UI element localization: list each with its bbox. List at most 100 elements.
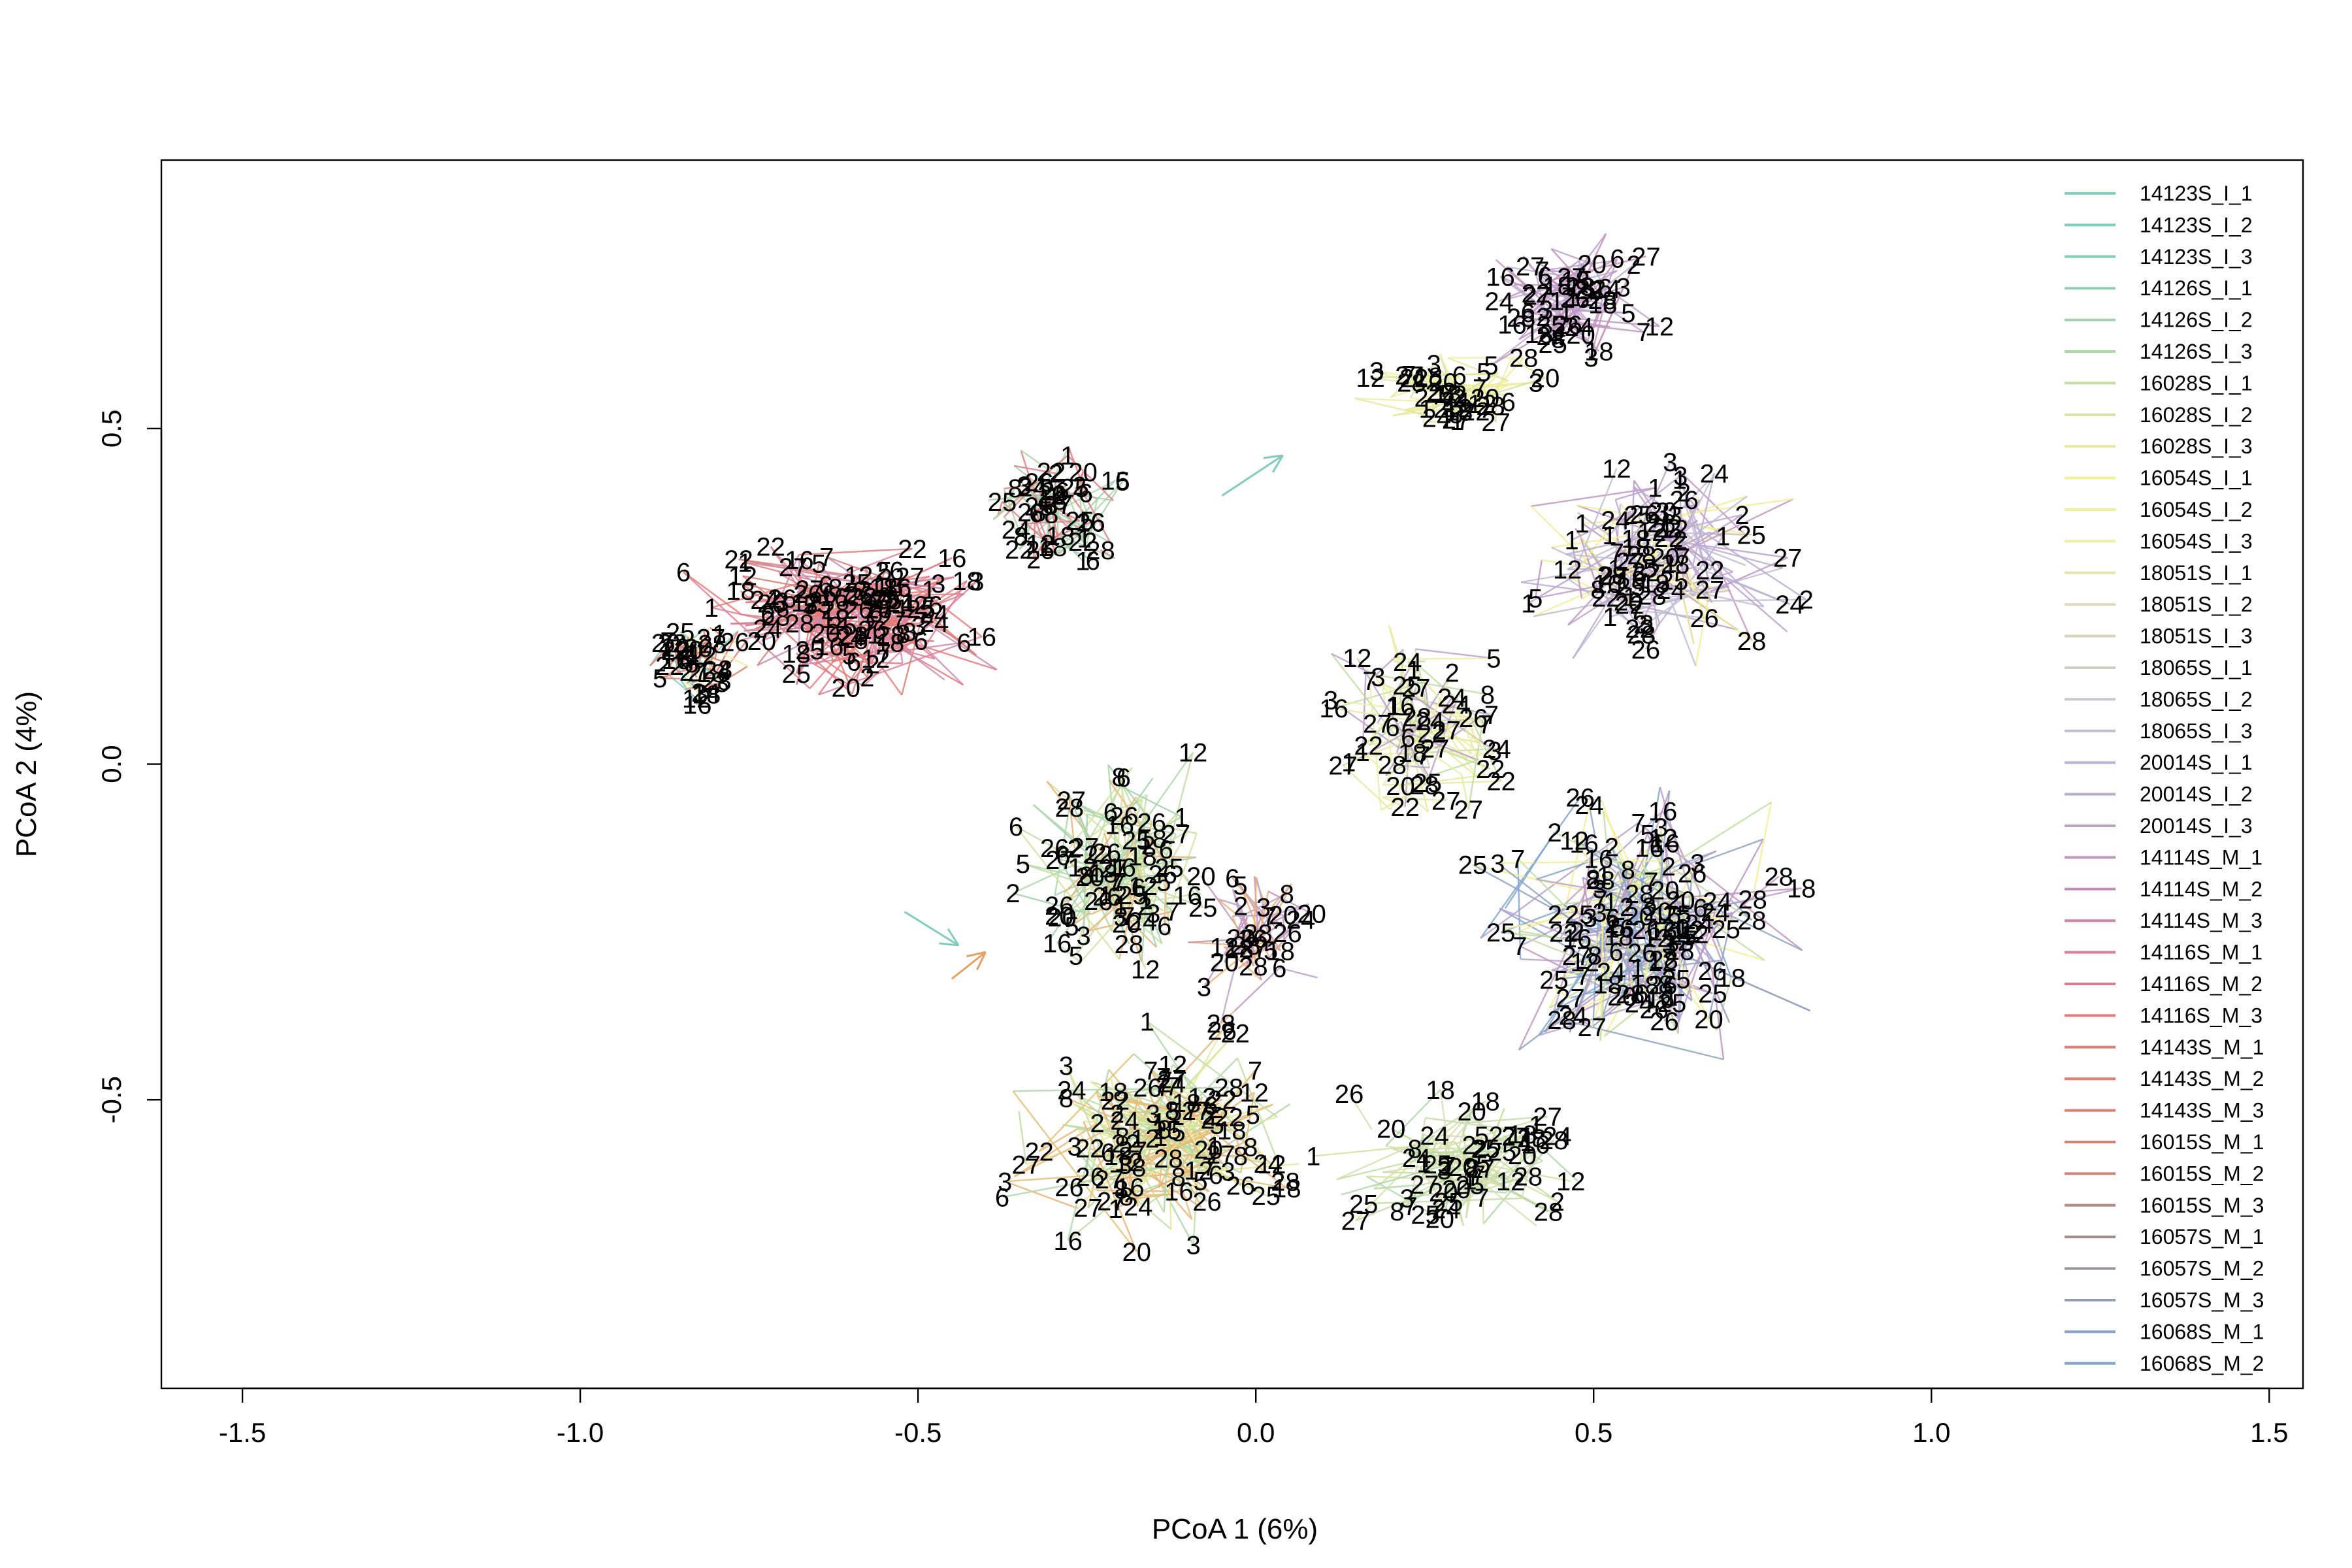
- trajectory-segment: [1479, 377, 1497, 423]
- point-label: 26: [768, 585, 797, 613]
- trajectory-segment: [1004, 484, 1024, 490]
- arrow-head: [976, 951, 987, 970]
- trajectory-segment: [1233, 967, 1281, 1012]
- legend-label: 18065S_I_1: [2140, 656, 2253, 679]
- point-label: 26: [1690, 604, 1719, 633]
- point-label: 20: [651, 629, 681, 658]
- point-label: 3: [1582, 904, 1597, 932]
- trajectory-segment: [1517, 858, 1567, 908]
- point-label: 2: [1547, 819, 1561, 847]
- trajectory-segment: [798, 547, 913, 556]
- trajectory-segment: [1164, 833, 1198, 926]
- trajectory-segment: [1369, 680, 1382, 811]
- trajectory-segment: [1115, 1100, 1201, 1161]
- trajectory-segment: [1369, 649, 1404, 681]
- point-label: 28: [1661, 550, 1690, 579]
- trajectory-segment: [1609, 510, 1632, 536]
- trajectory-segment: [1465, 1135, 1483, 1218]
- trajectory-segment: [1203, 945, 1256, 988]
- trajectory-segment: [1384, 672, 1453, 776]
- point-label: 26: [875, 557, 904, 586]
- point-label: 1: [1597, 862, 1611, 890]
- point-label: 12: [1098, 881, 1128, 910]
- trajectory-segment: [1064, 852, 1107, 893]
- point-label: 16: [968, 623, 997, 651]
- point-label: 27: [679, 658, 709, 687]
- trajectory-segment: [818, 636, 983, 696]
- point-label: 7: [660, 628, 674, 657]
- trajectory-segment: [1236, 1058, 1286, 1182]
- trajectory-segment: [1618, 926, 1811, 1012]
- trajectory-segment: [1115, 1136, 1254, 1209]
- trajectory-segment: [1188, 941, 1247, 947]
- trajectory-segment: [799, 622, 936, 660]
- trajectory-segment: [1209, 1128, 1217, 1175]
- point-label: 7: [862, 598, 876, 627]
- trajectory-segment: [1497, 862, 1586, 932]
- trajectory-segment: [1661, 810, 1701, 893]
- trajectory-segment: [1065, 1065, 1105, 1158]
- point-label: 1: [894, 595, 909, 623]
- trajectory-segment: [1396, 1177, 1447, 1212]
- point-label: 26: [1040, 834, 1070, 863]
- trajectory-segment: [1724, 576, 1790, 606]
- point-label: 26: [1335, 1080, 1364, 1109]
- trajectory-segment: [1583, 834, 1595, 845]
- point-label: 28: [1207, 1010, 1236, 1039]
- trajectory-segment: [714, 633, 721, 659]
- trajectory-segment: [1703, 557, 1788, 596]
- point-label: 27: [1577, 1013, 1607, 1042]
- trajectory-segment: [1535, 282, 1544, 294]
- trajectory-segment: [1399, 649, 1404, 706]
- trajectory-segment: [1019, 446, 1070, 550]
- trajectory-segment: [1479, 380, 1509, 389]
- trajectory-segment: [1252, 891, 1269, 967]
- point-label: 6: [956, 629, 971, 657]
- trajectory-segment: [687, 638, 712, 685]
- point-label: 7: [872, 585, 886, 614]
- point-label: 27: [1011, 1151, 1041, 1179]
- point-label: 26: [1024, 468, 1054, 497]
- trajectory-segment: [1031, 512, 1051, 557]
- trajectory-segment: [1615, 951, 1680, 1021]
- trajectory-segment: [1150, 1110, 1192, 1126]
- trajectory-segment: [1554, 959, 1722, 981]
- trajectory-segment: [1579, 535, 1599, 590]
- trajectory-segment: [1576, 504, 1752, 536]
- trajectory-segment: [1232, 877, 1266, 920]
- trajectory-segment: [1270, 943, 1285, 951]
- point-label: 2: [1605, 834, 1619, 862]
- trajectory-segment: [1382, 683, 1486, 725]
- trajectory-segment: [1561, 573, 1630, 606]
- point-label: 28: [1017, 498, 1047, 527]
- arrow-head: [947, 928, 960, 946]
- trajectory-segment: [1480, 822, 1639, 939]
- trajectory-segment: [1454, 1134, 1524, 1213]
- trajectory-segment: [1423, 1162, 1455, 1192]
- point-label: 20: [674, 636, 704, 665]
- trajectory-segment: [1102, 751, 1194, 881]
- trajectory-segment: [660, 677, 680, 679]
- trajectory-segment: [996, 487, 1016, 518]
- point-label: 1: [685, 639, 699, 668]
- trajectory-segment: [1664, 889, 1765, 961]
- trajectory-segment: [1003, 488, 1022, 536]
- trajectory-segment: [1111, 849, 1167, 898]
- x-tick-label: 1.5: [2250, 1417, 2288, 1448]
- trajectory-segment: [1416, 1155, 1471, 1159]
- trajectory-segment: [1400, 774, 1486, 787]
- trajectory-segment: [683, 571, 742, 615]
- point-label: 6: [1610, 245, 1624, 274]
- trajectory-segment: [1565, 514, 1742, 555]
- trajectory-segment: [1356, 657, 1432, 781]
- legend-label: 16068S_M_2: [2140, 1352, 2264, 1375]
- trajectory-segment: [669, 636, 690, 666]
- trajectory-segment: [1082, 498, 1098, 561]
- trajectory-segment: [1141, 900, 1147, 962]
- trajectory-segment: [1664, 843, 1693, 1001]
- point-label: 26: [844, 595, 874, 624]
- point-label: 5: [1475, 1122, 1489, 1151]
- trajectory-segment: [725, 639, 748, 670]
- legend-label: 16015S_M_3: [2140, 1194, 2264, 1217]
- trajectory-segment: [1071, 799, 1173, 852]
